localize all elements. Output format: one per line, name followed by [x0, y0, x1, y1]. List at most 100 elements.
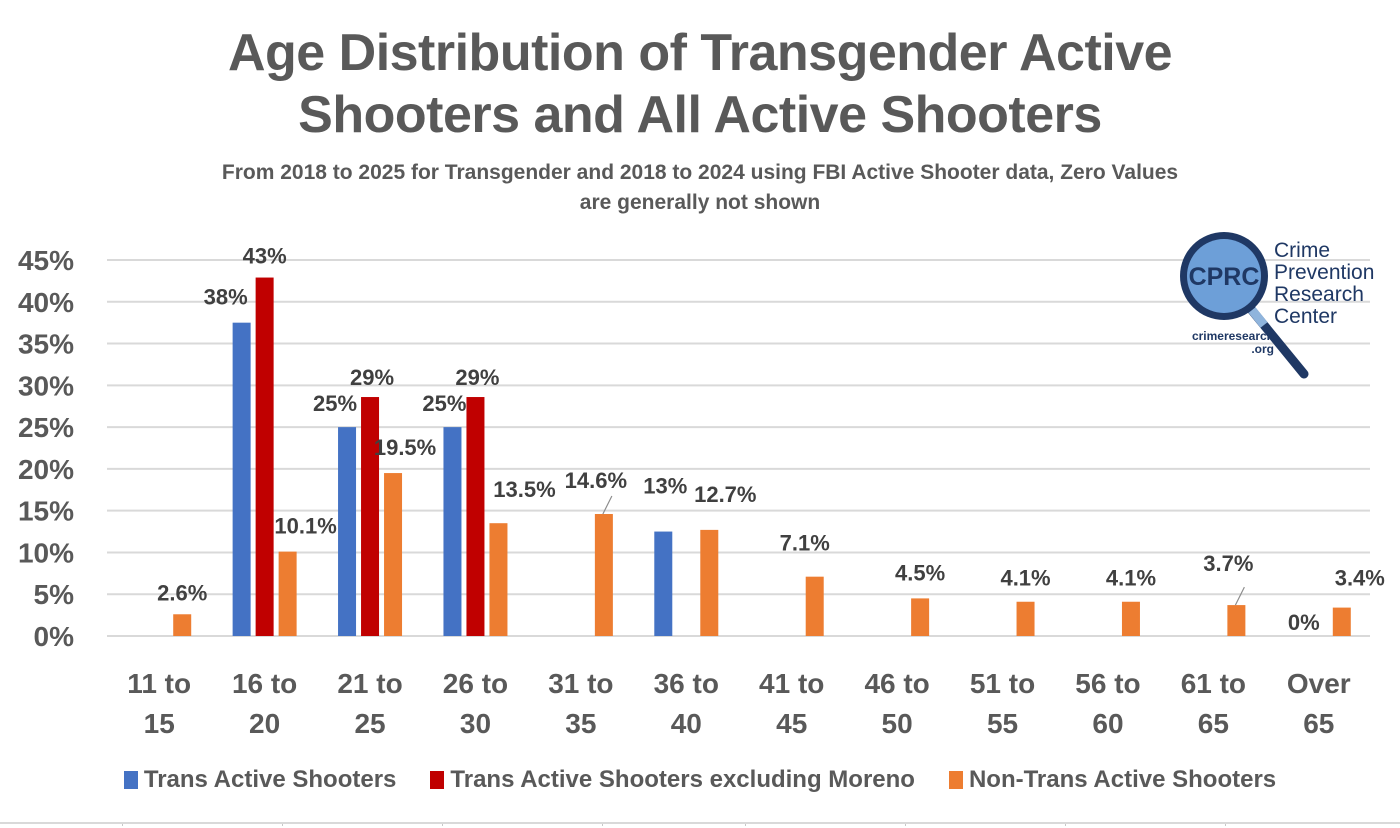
divider [442, 824, 443, 826]
y-tick-label: 15% [18, 496, 74, 527]
leader-line [1234, 586, 1245, 606]
bar-trans-active-shooters [232, 322, 251, 636]
bar-non-trans-active-shooters [1332, 607, 1351, 636]
data-label: 13% [643, 474, 687, 499]
legend-label: Non-Trans Active Shooters [968, 766, 1277, 793]
bottom-border [0, 822, 1400, 828]
x-tick-label: 50 [882, 708, 913, 739]
bar-trans-active-shooters-excluding-moreno [255, 277, 274, 636]
chart-subtitle-line-2: are generally not shown [579, 191, 821, 214]
x-tick-label: 30 [460, 708, 491, 739]
legend-item-non-trans: Non-Trans Active Shooters [948, 766, 1277, 794]
data-label: 12.7% [694, 482, 756, 507]
chart-title: Age Distribution of Transgender Active S… [0, 22, 1400, 146]
logo-name: Crime Prevention Research Center [1274, 239, 1375, 328]
y-tick-label: 30% [18, 370, 74, 401]
x-tick-label: 40 [671, 708, 702, 739]
data-label: 4.1% [1000, 566, 1050, 591]
divider [905, 824, 906, 826]
data-labels: 38% 25% 25% 13% 0% 43% 29% 29% 2.6% 10.1% 19.5% 13.… [157, 244, 1385, 635]
y-tick-label: 45% [18, 245, 74, 276]
chart-title-line-1: Age Distribution of Transgender Active [227, 24, 1173, 82]
data-label: 14.6% [565, 468, 627, 493]
gridlines [107, 259, 1370, 637]
y-tick-label: 35% [18, 329, 74, 360]
data-label: 29% [455, 365, 499, 390]
bar-trans-active-shooters [338, 427, 357, 636]
x-tick-label: 16 to [232, 668, 297, 699]
bar-trans-active-shooters-excluding-moreno [466, 397, 485, 636]
cprc-logo: CPRC Crime Prevention Research Center cr… [1172, 226, 1392, 381]
bar-non-trans-active-shooters [1121, 601, 1140, 636]
y-tick-label: 0% [34, 621, 75, 652]
y-tick-label: 25% [18, 412, 74, 443]
data-label: 29% [350, 365, 394, 390]
x-tick-label: 65 [1303, 708, 1334, 739]
x-tick-label: 65 [1198, 708, 1229, 739]
magnifying-glass-icon: CPRC [1180, 232, 1309, 379]
bar-non-trans-active-shooters [700, 529, 719, 636]
legend-item-trans: Trans Active Shooters [123, 766, 397, 794]
divider [602, 824, 603, 826]
bar-non-trans-active-shooters [384, 473, 403, 636]
x-tick-label: 51 to [970, 668, 1035, 699]
x-tick-label: 36 to [654, 668, 719, 699]
x-tick-label: Over [1287, 668, 1351, 699]
x-tick-label: 25 [354, 708, 385, 739]
data-label: 25% [422, 391, 466, 416]
divider [122, 824, 123, 826]
x-tick-label: 60 [1092, 708, 1123, 739]
data-label: 2.6% [157, 580, 207, 605]
data-label: 0% [1288, 610, 1320, 635]
y-tick-label: 20% [18, 454, 74, 485]
legend-label: Trans Active Shooters excluding Moreno [450, 766, 915, 793]
divider [1225, 824, 1226, 826]
bar-non-trans-active-shooters [173, 614, 192, 636]
bars [173, 277, 1351, 636]
data-label: 10.1% [274, 514, 336, 539]
data-label: 7.1% [780, 531, 830, 556]
x-tick-label: 31 to [548, 668, 613, 699]
x-tick-label: 45 [776, 708, 807, 739]
data-label: 13.5% [493, 477, 555, 502]
legend-swatch-blue [123, 771, 138, 789]
data-label: 3.4% [1335, 566, 1385, 591]
x-tick-label: 35 [565, 708, 596, 739]
x-tick-label: 11 to [127, 668, 191, 699]
y-tick-label: 10% [18, 537, 74, 568]
legend: Trans Active Shooters Trans Active Shoot… [0, 766, 1400, 794]
bar-non-trans-active-shooters [489, 523, 508, 636]
x-tick-label: 61 to [1181, 668, 1246, 699]
data-label: 43% [243, 244, 287, 269]
chart-title-line-2: Shooters and All Active Shooters [298, 86, 1102, 144]
leader-line [602, 495, 613, 515]
data-label: 38% [204, 285, 248, 310]
x-tick-label: 21 to [337, 668, 402, 699]
bar-non-trans-active-shooters [911, 598, 930, 636]
x-tick-label: 26 to [443, 668, 508, 699]
legend-label: Trans Active Shooters [143, 766, 397, 793]
legend-swatch-orange [948, 771, 963, 789]
chart-subtitle: From 2018 to 2025 for Transgender and 20… [120, 158, 1280, 218]
y-tick-label: 40% [18, 287, 74, 318]
x-tick-label: 56 to [1075, 668, 1140, 699]
bar-non-trans-active-shooters [1016, 601, 1035, 636]
bar-trans-active-shooters [443, 427, 462, 636]
chart-subtitle-line-1: From 2018 to 2025 for Transgender and 20… [221, 161, 1179, 184]
data-label: 25% [313, 391, 357, 416]
legend-item-trans-excl-moreno: Trans Active Shooters excluding Moreno [430, 766, 915, 794]
x-tick-label: 55 [987, 708, 1018, 739]
x-axis-ticks: 11 to 15 16 to 20 21 to 25 26 to 30 31 to 35 36 to… [127, 668, 1350, 739]
data-label: 19.5% [374, 435, 436, 460]
data-label: 3.7% [1203, 551, 1253, 576]
bar-non-trans-active-shooters [278, 551, 297, 636]
legend-swatch-red [430, 771, 445, 789]
x-tick-label: 41 to [759, 668, 824, 699]
divider [282, 824, 283, 826]
data-label: 4.5% [895, 560, 945, 585]
divider [745, 824, 746, 826]
divider [1065, 824, 1066, 826]
bar-non-trans-active-shooters [805, 576, 824, 636]
data-label: 4.1% [1106, 566, 1156, 591]
